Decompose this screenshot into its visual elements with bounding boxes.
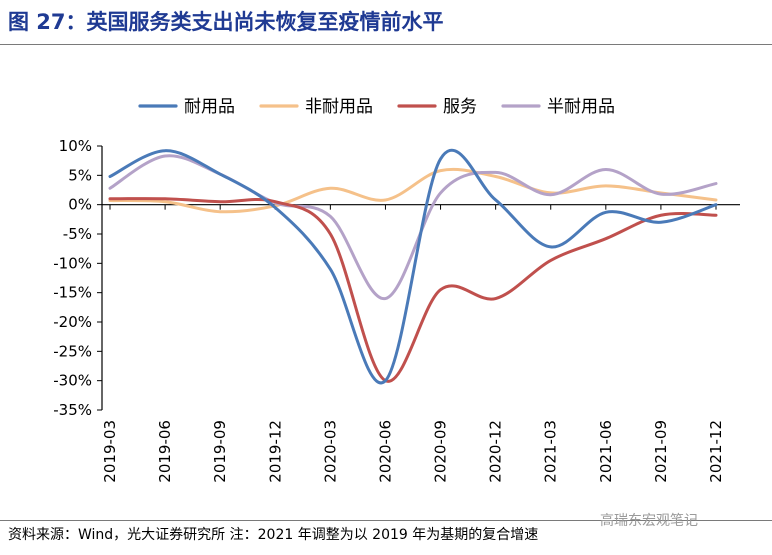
footer-divider	[0, 520, 772, 521]
y-tick-label-5: -15%	[53, 284, 92, 302]
x-tick-label-1: 2019-06	[156, 420, 174, 483]
legend-label-1: 非耐用品	[305, 97, 373, 117]
legend-label-0: 耐用品	[184, 97, 235, 117]
watermark: 高瑞东宏观笔记	[600, 513, 698, 529]
series-line-2	[108, 197, 718, 383]
x-tick-label-10: 2021-09	[652, 420, 670, 483]
legend-label-3: 半耐用品	[547, 97, 615, 117]
x-tick-label-8: 2021-03	[542, 420, 560, 483]
y-tick-label-0: 10%	[59, 137, 92, 155]
y-tick-label-9: -35%	[53, 401, 92, 419]
y-tick-label-3: -5%	[63, 225, 92, 243]
y-tick-label-7: -25%	[53, 342, 92, 360]
series-line-1	[108, 167, 718, 214]
x-tick-label-11: 2021-12	[707, 420, 725, 483]
x-tick-label-9: 2021-06	[597, 420, 615, 483]
x-tick-label-5: 2020-06	[376, 420, 394, 483]
x-tick-label-3: 2019-12	[266, 420, 284, 483]
x-tick-label-2: 2019-09	[211, 420, 229, 483]
y-tick-label-6: -20%	[53, 313, 92, 331]
x-tick-label-0: 2019-03	[101, 420, 119, 483]
line-chart: 耐用品 非耐用品 服务 半耐用品 10% 5% 0% -5% -10% -15% -20% -25% -…	[53, 97, 740, 483]
x-tick-label-7: 2020-12	[487, 420, 505, 483]
source-note: 资料来源：Wind，光大证券研究所 注：2021 年调整为以 2019 年为基期…	[8, 527, 539, 543]
legend-label-2: 服务	[443, 97, 477, 117]
y-tick-label-1: 5%	[68, 166, 92, 184]
y-tick-label-4: -10%	[53, 254, 92, 272]
x-tick-label-4: 2020-03	[321, 420, 339, 483]
chart-title: 图 27：英国服务类支出尚未恢复至疫情前水平	[8, 10, 444, 34]
y-tick-label-2: 0%	[68, 196, 92, 214]
series-line-0	[108, 148, 718, 385]
x-tick-label-6: 2020-09	[432, 420, 450, 483]
y-tick-label-8: -30%	[53, 372, 92, 390]
title-divider	[0, 44, 772, 45]
